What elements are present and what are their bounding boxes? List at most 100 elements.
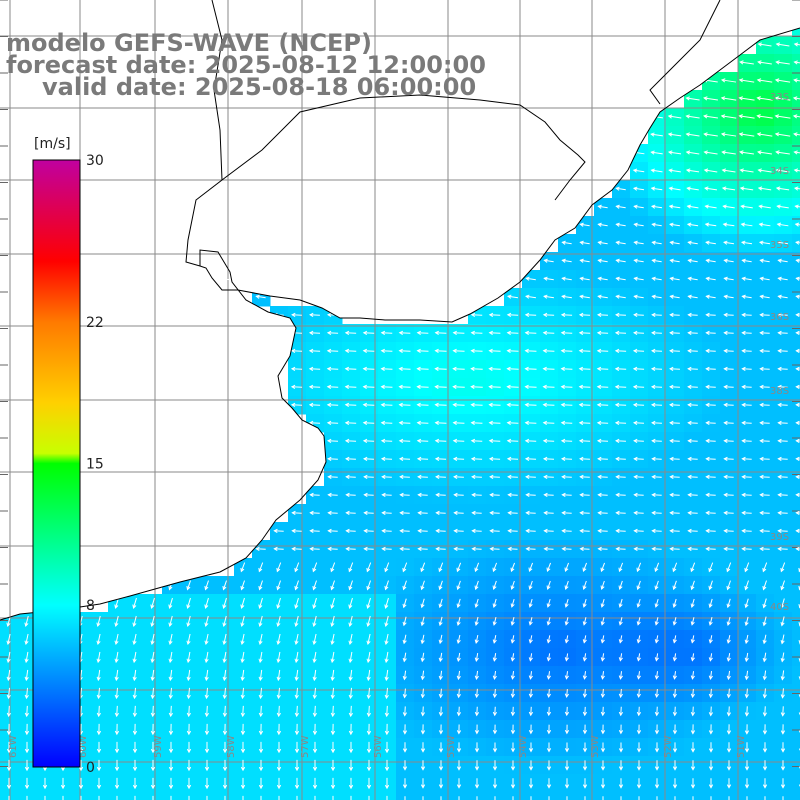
wind-arrow — [739, 60, 754, 65]
wind-arrow — [690, 598, 695, 608]
wind-arrow — [632, 330, 644, 336]
wind-arrow — [258, 580, 263, 591]
wind-arrow — [741, 402, 752, 408]
wind-arrow — [542, 348, 555, 353]
wind-arrow — [417, 510, 428, 516]
ocean-cell — [792, 720, 800, 739]
wind-arrow — [756, 78, 773, 83]
wind-arrow — [777, 420, 788, 426]
wind-arrow — [381, 492, 392, 498]
wind-arrow — [793, 186, 800, 191]
wind-arrow — [345, 456, 356, 462]
wind-arrow — [560, 438, 573, 443]
wind-arrow — [309, 528, 320, 534]
wind-arrow — [723, 456, 734, 462]
wind-arrow — [525, 492, 536, 498]
ocean-cell — [792, 468, 800, 487]
wind-arrow — [366, 562, 372, 573]
wind-arrow — [726, 580, 731, 591]
wind-arrow — [687, 528, 698, 534]
wind-arrow — [294, 633, 299, 646]
wind-arrow — [470, 312, 483, 317]
wind-arrow — [615, 528, 626, 534]
wind-arrow — [524, 456, 537, 462]
wind-arrow — [582, 562, 588, 573]
wind-arrow — [762, 670, 767, 681]
wind-arrow — [380, 420, 393, 425]
wind-arrow — [705, 366, 716, 372]
wind-arrow — [474, 634, 479, 644]
wind-arrow — [687, 384, 698, 390]
wind-arrow — [795, 330, 800, 336]
wind-arrow — [615, 456, 626, 462]
wind-arrow — [222, 633, 227, 646]
wind-arrow — [309, 546, 320, 552]
wind-arrow — [738, 96, 755, 101]
wind-arrow — [543, 294, 554, 299]
wind-arrow — [705, 276, 716, 281]
wind-arrow — [793, 78, 800, 83]
wind-arrow — [561, 294, 572, 299]
title-valid-date: valid date: 2025-08-18 06:00:00 — [42, 73, 477, 101]
lon-label: 52W — [663, 735, 674, 758]
wind-arrow — [294, 562, 300, 573]
wind-arrow — [348, 633, 353, 646]
wind-arrow — [291, 330, 302, 336]
wind-arrow — [615, 510, 626, 516]
wind-arrow — [669, 402, 680, 408]
wind-arrow — [543, 492, 554, 498]
wind-arrow — [132, 687, 137, 700]
wind-arrow — [705, 456, 716, 462]
wind-arrow — [687, 492, 698, 498]
wind-arrow — [488, 348, 501, 353]
wind-arrow — [348, 615, 353, 628]
wind-arrow — [240, 597, 245, 609]
wind-arrow — [453, 510, 464, 516]
wind-arrow — [290, 366, 303, 372]
wind-arrow — [290, 348, 303, 354]
wind-arrow — [258, 562, 264, 573]
wind-arrow — [488, 402, 501, 407]
wind-arrow — [276, 562, 282, 573]
ocean-cell — [720, 792, 739, 800]
wind-arrow — [723, 294, 734, 299]
wind-arrow — [564, 688, 569, 698]
wind-arrow — [703, 132, 718, 137]
ocean-cell — [792, 594, 800, 613]
wind-arrow — [704, 222, 717, 227]
wind-arrow — [582, 598, 587, 608]
ocean-cell — [792, 342, 800, 361]
wind-arrow — [651, 312, 662, 318]
wind-arrow — [345, 492, 356, 498]
wind-arrow — [363, 474, 374, 480]
wind-arrow — [150, 669, 155, 682]
wind-arrow — [132, 615, 137, 628]
wind-arrow — [186, 669, 191, 682]
wind-arrow — [528, 617, 533, 626]
wind-arrow — [510, 653, 515, 662]
ocean-cell — [792, 432, 800, 451]
wind-arrow — [470, 456, 483, 462]
wind-arrow — [258, 633, 263, 646]
wind-arrow — [6, 651, 11, 664]
wind-arrow — [363, 546, 374, 552]
wind-arrow — [762, 616, 767, 627]
wind-arrow — [222, 687, 227, 700]
wind-arrow — [618, 598, 623, 608]
ocean-cell — [792, 414, 800, 433]
wind-arrow — [416, 420, 429, 425]
wind-arrow — [596, 312, 609, 318]
wind-arrow — [651, 546, 662, 552]
wind-arrow — [757, 60, 772, 65]
wind-arrow — [417, 474, 428, 480]
wind-arrow — [690, 617, 695, 626]
wind-arrow — [276, 633, 281, 646]
wind-arrow — [204, 633, 209, 646]
wind-arrow — [759, 258, 770, 263]
wind-arrow — [24, 633, 29, 646]
lon-label: 61W — [8, 735, 19, 758]
wind-arrow — [168, 633, 173, 646]
wind-arrow — [402, 634, 407, 645]
wind-arrow — [456, 652, 461, 663]
